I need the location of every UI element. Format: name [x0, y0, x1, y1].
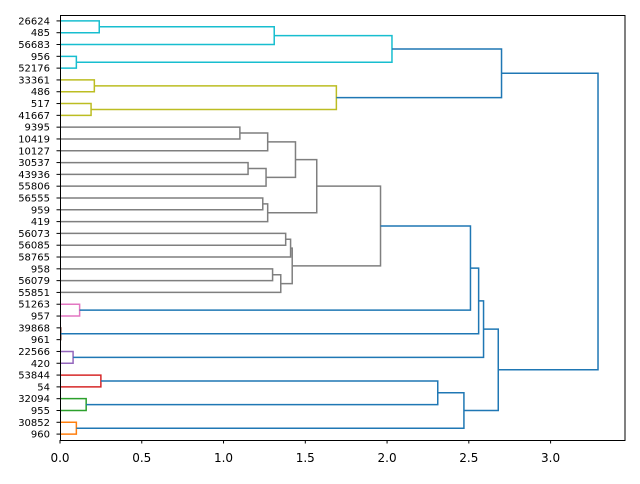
dendrogram-link-32 [76, 392, 465, 429]
leaf-label: 26624 [18, 16, 50, 27]
x-tick-label: 0.0 [50, 451, 69, 465]
leaf-label: 485 [31, 28, 50, 39]
leaf-label: 56079 [18, 276, 50, 287]
dendrogram-link-30 [86, 380, 439, 406]
dendrogram-link-23 [79, 225, 472, 311]
leaf-label: 9395 [25, 123, 50, 134]
plot-frame [60, 15, 626, 441]
dendrogram-link-18 [60, 268, 274, 282]
dendrogram-link-28 [60, 374, 102, 388]
leaf-label: 517 [31, 99, 50, 110]
leaf-label: 420 [31, 359, 50, 370]
leaf-label: 54 [37, 382, 50, 393]
leaf-label: 32094 [18, 394, 50, 405]
leaf-label: 43936 [18, 170, 50, 181]
leaf-label: 58765 [18, 253, 50, 264]
x-tick-label: 0.5 [132, 451, 151, 465]
dendrogram-link-16 [60, 232, 287, 246]
x-tick-label: 1.0 [214, 451, 233, 465]
x-tick-label: 1.5 [296, 451, 315, 465]
x-tick-label: 2.5 [459, 451, 478, 465]
dendrogram-link-15 [267, 158, 318, 214]
dendrogram-link-1 [60, 26, 275, 46]
leaf-label: 55806 [18, 182, 50, 193]
dendrogram-link-13 [60, 197, 264, 211]
dendrogram-link-27 [73, 300, 485, 359]
leaf-label: 30852 [18, 418, 50, 429]
leaf-label: 961 [31, 335, 50, 346]
dendrogram-link-11 [60, 167, 267, 187]
dendrogram-link-25 [60, 267, 480, 335]
leaf-label: 30537 [18, 158, 50, 169]
dendrogram-link-0 [60, 20, 100, 34]
dendrogram-link-29 [60, 397, 87, 412]
leaf-label: 56683 [18, 40, 50, 51]
leaf-label: 959 [31, 205, 50, 216]
dendrogram-link-33 [463, 328, 500, 412]
leaf-label: 10419 [18, 134, 50, 145]
leaf-label: 55851 [18, 288, 50, 299]
dendrogram-link-12 [266, 141, 297, 179]
dendrogram-link-7 [336, 48, 503, 99]
leaf-label: 56073 [18, 229, 50, 240]
leaf-label: 39868 [18, 323, 50, 334]
leaf-label: 486 [31, 87, 50, 98]
leaf-label: 41667 [18, 111, 50, 122]
dendrogram-link-2 [60, 55, 78, 69]
leaf-label: 419 [31, 217, 50, 228]
dendrogram-link-19 [60, 273, 282, 294]
dendrogram-link-6 [91, 85, 338, 111]
dendrogram-link-26 [60, 350, 74, 365]
dendrogram-link-21 [292, 185, 382, 267]
dendrogram-link-34 [498, 72, 599, 371]
dendrogram-link-8 [60, 126, 241, 140]
dendrogram-link-5 [60, 102, 92, 117]
leaf-label: 56555 [18, 193, 50, 204]
dendrogram-link-20 [280, 247, 293, 285]
dendrogram-link-4 [60, 79, 96, 93]
x-tick-label: 3.0 [541, 451, 560, 465]
dendrogram-link-22 [60, 303, 81, 317]
leaf-label: 53844 [18, 371, 50, 382]
leaf-label: 22566 [18, 347, 50, 358]
leaf-label: 956 [31, 52, 50, 63]
x-tick-label: 2.0 [378, 451, 397, 465]
dendrogram-link-14 [60, 203, 269, 223]
leaf-label: 51263 [18, 300, 50, 311]
leaf-label: 56085 [18, 241, 50, 252]
leaf-label: 957 [31, 312, 50, 323]
dendrogram-link-10 [60, 161, 249, 176]
leaf-label: 955 [31, 406, 50, 417]
dendrogram-link-9 [60, 132, 269, 152]
leaf-label: 33361 [18, 75, 50, 86]
y-axis-leaf-labels: 2662448556683956521763336148651741667939… [18, 16, 60, 441]
x-axis-ticks: 0.0 0.5 1.0 1.5 2.0 2.5 3.0 [50, 440, 560, 465]
dendrogram-links [60, 20, 599, 435]
leaf-label: 960 [31, 430, 50, 441]
leaf-label: 10127 [18, 146, 50, 157]
dendrogram-link-3 [76, 34, 393, 63]
leaf-label: 958 [31, 264, 50, 275]
dendrogram-link-17 [60, 238, 292, 258]
leaf-label: 52176 [18, 64, 50, 75]
dendrogram-link-31 [60, 421, 78, 435]
